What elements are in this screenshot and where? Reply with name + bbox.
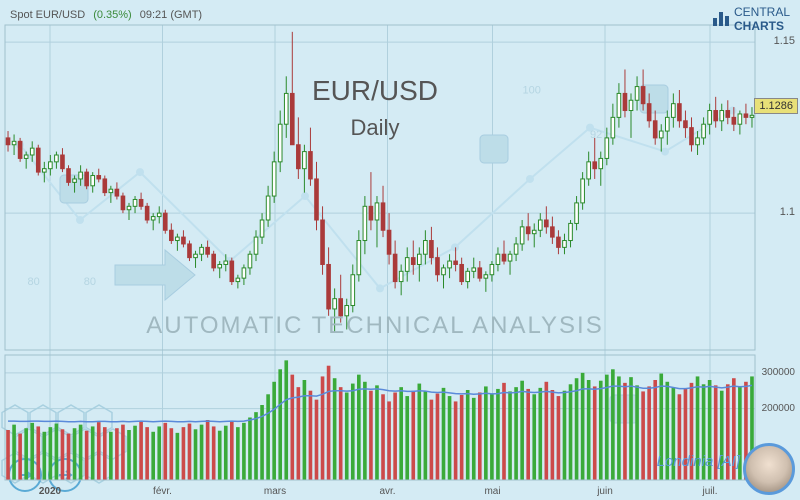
vol-tick: 200000 [762,403,795,414]
x-tick: févr. [153,486,172,497]
time-label: 09:21 (GMT) [140,9,202,21]
current-price-tag: 1.1286 [754,98,798,114]
chart-container: 808010092 Spot EUR/USD (0.35%) 09:21 (GM… [0,0,800,500]
chart-subtitle: Daily [0,115,750,141]
chart-title: EUR/USD [0,75,750,107]
watermark-text: AUTOMATIC TECHNICAL ANALYSIS [0,312,750,340]
x-tick: juil. [702,486,717,497]
price-tick: 1.1 [780,206,795,218]
chart-title-block: EUR/USD Daily [0,75,750,141]
logo-text-1: CENTRAL [734,5,790,19]
price-tick: 1.15 [774,35,795,47]
change-pct: (0.35%) [93,9,132,21]
logo-text-2: CHARTS [734,19,784,33]
brand-logo: CENTRAL CHARTS [713,5,790,33]
avatar-icon[interactable] [743,443,795,495]
x-tick: 2020 [39,486,61,497]
x-tick: avr. [379,486,395,497]
vol-tick: 300000 [762,367,795,378]
svg-text:80: 80 [28,276,40,288]
svg-text:80: 80 [84,276,96,288]
x-tick: mai [484,486,500,497]
x-tick: mars [264,486,286,497]
header-bar: Spot EUR/USD (0.35%) 09:21 (GMT) [10,5,202,25]
x-tick: juin [597,486,613,497]
instrument-label: Spot EUR/USD [10,9,85,21]
ai-label: Londinia [AI] [657,453,740,470]
logo-bars-icon [713,12,729,26]
